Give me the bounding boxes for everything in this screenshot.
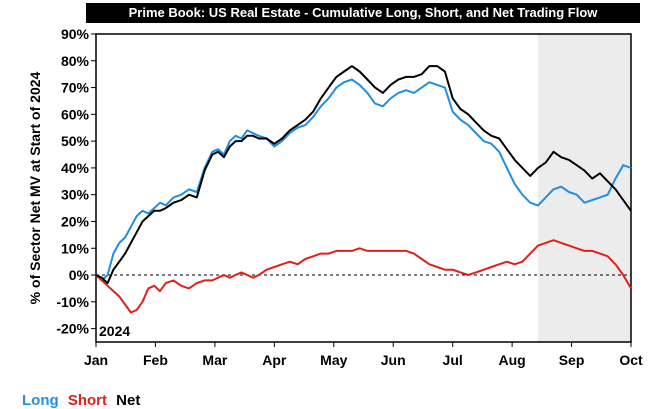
series-line-net bbox=[95, 65, 632, 285]
x-tick-label: Feb bbox=[143, 352, 168, 368]
x-tick-label: May bbox=[320, 352, 347, 368]
year-label: 2024 bbox=[99, 323, 130, 339]
y-tick-label: 30% bbox=[61, 187, 90, 203]
x-tick-label: Oct bbox=[619, 352, 643, 368]
y-tick-label: 70% bbox=[61, 80, 90, 96]
y-tick-label: 10% bbox=[61, 240, 90, 256]
y-tick-label: -20% bbox=[56, 321, 89, 337]
x-tick-label: Sep bbox=[559, 352, 585, 368]
trading-flow-chart: 90% 80% 70% 60% 50% 40% 30% 20% 10% 0% -10% -20% Jan… bbox=[27, 26, 643, 368]
x-tick-label: Jul bbox=[443, 352, 463, 368]
y-tick-label: 50% bbox=[61, 133, 90, 149]
x-tick-label: Apr bbox=[262, 352, 287, 368]
legend-long: Long bbox=[22, 392, 59, 409]
x-tick-label: Mar bbox=[202, 352, 227, 368]
y-axis-label: % of Sector Net MV at Start of 2024 bbox=[27, 71, 43, 304]
y-tick-label: 60% bbox=[61, 106, 90, 122]
shaded-region bbox=[537, 34, 631, 342]
x-tick-label: Jan bbox=[84, 352, 108, 368]
chart-title: Prime Book: US Real Estate - Cumulative … bbox=[86, 3, 640, 23]
legend-net: Net bbox=[116, 392, 141, 409]
y-tick-label: 40% bbox=[61, 160, 90, 176]
y-tick-label: 20% bbox=[61, 213, 90, 229]
series-line-long bbox=[95, 78, 632, 282]
series-line-short bbox=[95, 239, 632, 314]
y-tick-label: 0% bbox=[69, 267, 90, 283]
x-tick-label: Aug bbox=[499, 352, 526, 368]
plot-frame bbox=[95, 33, 632, 343]
chart-legend: Long Short Net bbox=[22, 393, 145, 409]
y-tick-label: -10% bbox=[56, 294, 89, 310]
y-tick-label: 90% bbox=[61, 26, 90, 42]
legend-short: Short bbox=[67, 392, 107, 409]
y-tick-label: 80% bbox=[61, 53, 90, 69]
x-tick-label: Jun bbox=[381, 352, 406, 368]
